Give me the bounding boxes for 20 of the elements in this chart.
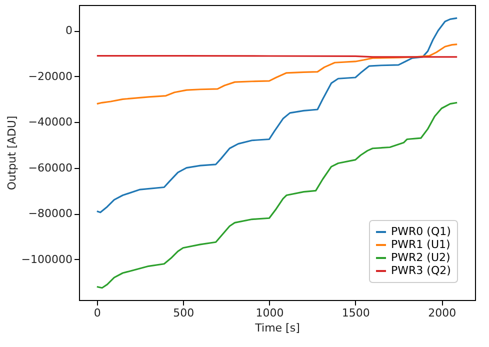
line-series (96, 17, 458, 214)
y-tick-label: −20000 (28, 70, 72, 83)
legend-label: PWR1 (U1) (391, 238, 450, 251)
legend-label: PWR0 (Q1) (391, 225, 451, 238)
x-tick-label: 0 (94, 306, 101, 320)
line-series (96, 102, 458, 289)
y-tick-label: 0 (66, 24, 72, 38)
x-axis-title: Time [s] (254, 322, 300, 334)
y-axis-title: Output [ADU] (5, 116, 18, 190)
x-tick-label: 1500 (342, 306, 370, 320)
y-tick-label: −40000 (28, 116, 72, 129)
x-tick-label: 1000 (256, 306, 284, 320)
legend-label: PWR3 (Q2) (391, 264, 451, 277)
y-tick-label: −60000 (28, 161, 72, 174)
y-tick-label: −100000 (21, 252, 72, 266)
y-tick-label: −80000 (28, 207, 72, 220)
x-tick-label: 500 (173, 306, 194, 320)
legend-label: PWR2 (U2) (391, 251, 450, 264)
line-series (96, 44, 458, 105)
x-tick-label: 2000 (428, 306, 456, 320)
